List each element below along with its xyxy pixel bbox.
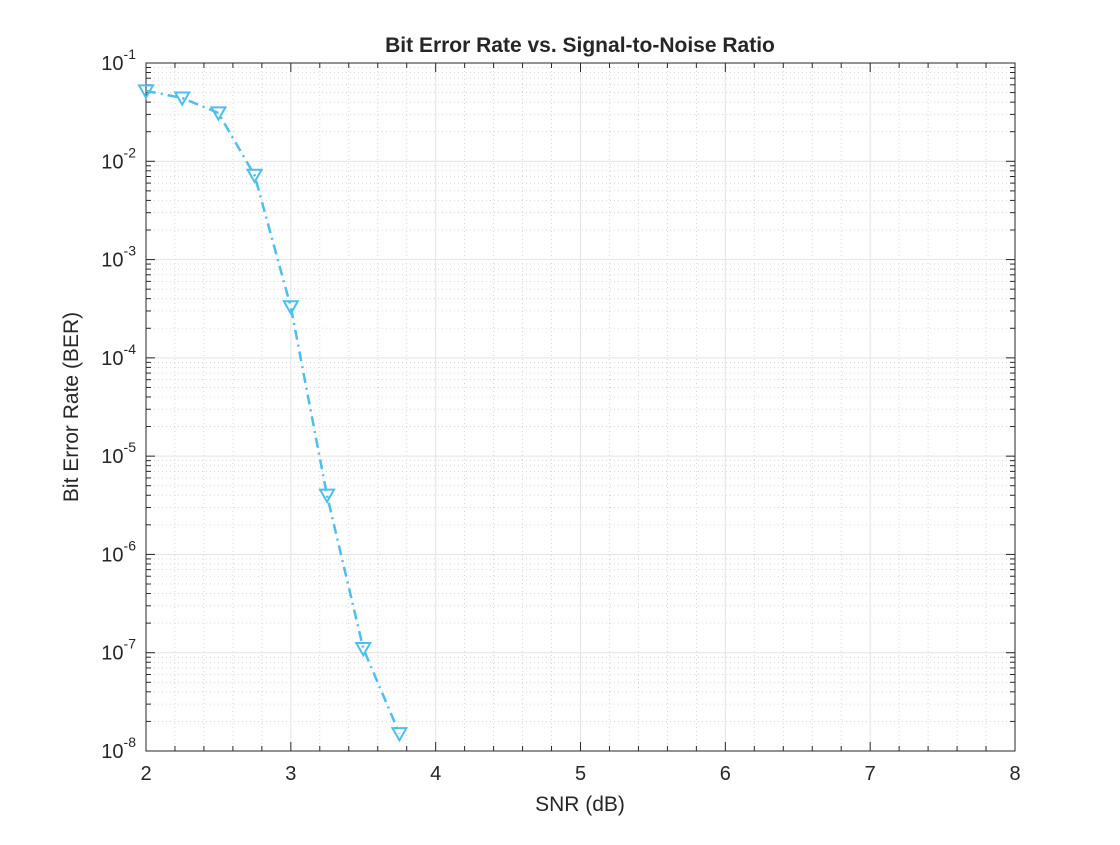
series [137,84,409,743]
x-tick-label: 3 [285,763,296,785]
x-tick-label: 6 [720,763,731,785]
ber-data-point [390,727,409,743]
y-tick-label: 10-3 [101,243,136,272]
tick-marks [145,62,1016,752]
grid [145,62,1016,752]
y-tick-label: 10-4 [101,341,136,370]
ber-data-point [282,300,300,316]
y-tick-label: 10-8 [101,734,136,763]
ber-data-point [318,488,336,504]
x-tick-label: 7 [865,763,876,785]
ber-data-point [173,91,191,107]
y-tick-labels: 10-8 10-7 10-6 10-5 10-4 10-3 10-2 10-1 [101,46,136,763]
y-tick-label: 10-2 [101,144,136,173]
ber-data-point [137,84,155,100]
y-axis-label: Bit Error Rate (BER) [60,312,83,502]
ber-data-point [354,642,372,658]
x-tick-label: 2 [140,763,151,785]
ber-data-point [209,106,228,122]
ber-data-point [245,168,264,184]
chart-title: Bit Error Rate vs. Signal-to-Noise Ratio [385,34,775,57]
y-tick-label: 10-5 [101,439,136,468]
x-tick-label: 5 [575,763,586,785]
x-axis-label: SNR (dB) [535,793,625,816]
y-tick-label: 10-6 [101,537,136,566]
y-tick-label: 10-7 [101,636,136,665]
x-tick-labels: 2 3 4 5 6 7 8 [140,763,1020,785]
x-tick-label: 4 [430,763,441,785]
x-tick-label: 8 [1009,763,1020,785]
y-tick-label: 10-1 [101,46,136,75]
